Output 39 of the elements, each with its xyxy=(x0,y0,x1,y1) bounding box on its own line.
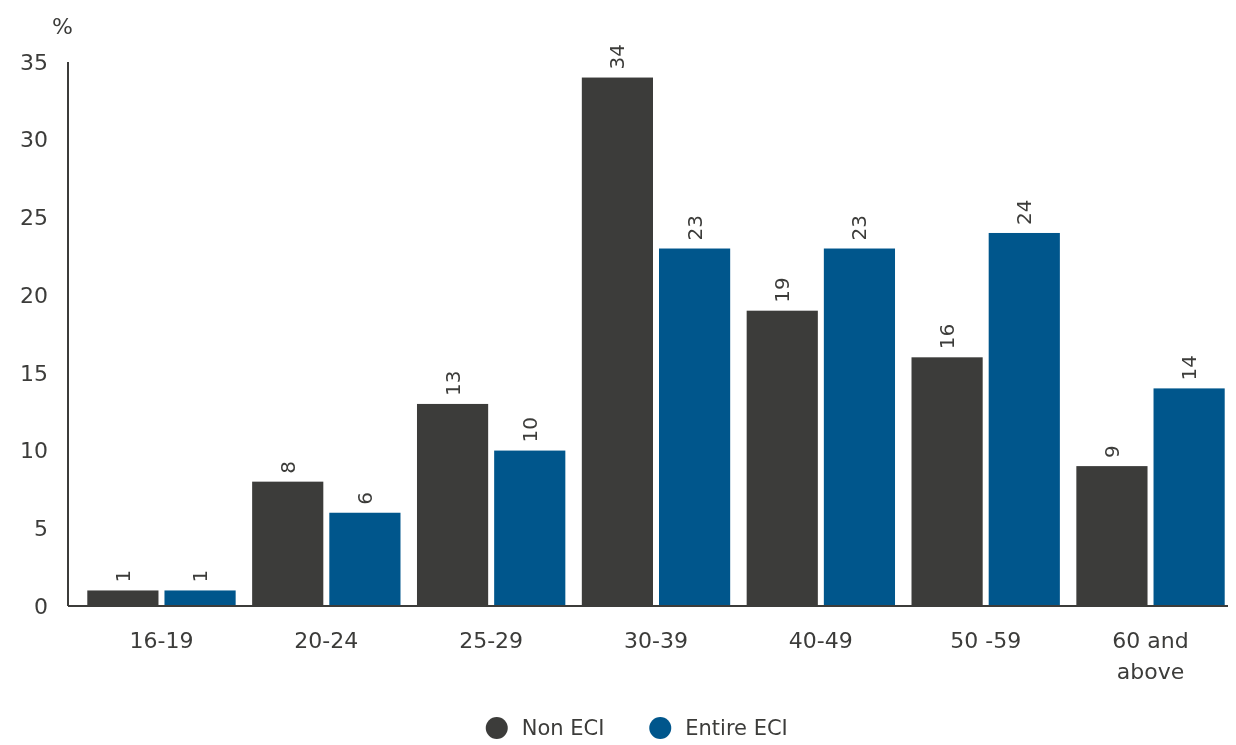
y-tick-label: 30 xyxy=(20,127,48,153)
legend-label: Entire ECI xyxy=(685,716,788,741)
y-tick-label: 0 xyxy=(34,593,48,619)
data-label: 10 xyxy=(517,417,542,443)
y-tick-label: 25 xyxy=(20,205,48,231)
x-tick-label: 20-24 xyxy=(294,628,359,653)
legend-label: Non ECI xyxy=(521,716,605,741)
bar xyxy=(494,450,566,606)
bar xyxy=(659,248,731,606)
data-label: 1 xyxy=(110,569,135,583)
data-label: 6 xyxy=(352,492,377,505)
bar xyxy=(988,232,1060,606)
data-label: 8 xyxy=(275,460,300,474)
bar xyxy=(1153,388,1225,606)
data-label: 14 xyxy=(1177,354,1202,381)
x-tick-label: 30-39 xyxy=(624,628,688,653)
x-tick-label: 60 and above xyxy=(1112,628,1189,684)
y-tick-label: 5 xyxy=(34,515,48,541)
bar xyxy=(164,590,236,606)
x-tick-label: 16-19 xyxy=(129,628,194,653)
y-tick-label: 10 xyxy=(20,438,48,464)
x-tick-label: 50 -59 xyxy=(950,628,1022,653)
data-label: 23 xyxy=(847,215,872,241)
bar xyxy=(329,512,401,606)
data-label: 19 xyxy=(770,277,795,303)
data-label: 1 xyxy=(188,569,213,583)
y-tick-label: 20 xyxy=(20,282,48,308)
data-label: 24 xyxy=(1012,199,1037,225)
x-tick-label: 40-49 xyxy=(788,628,853,653)
data-label: 16 xyxy=(935,323,960,350)
y-tick-label: 15 xyxy=(20,360,48,386)
data-label: 9 xyxy=(1099,445,1124,459)
data-label: 13 xyxy=(440,370,465,396)
data-label: 23 xyxy=(682,215,707,241)
x-tick-label: 25-29 xyxy=(459,628,524,653)
bar xyxy=(823,248,896,606)
y-tick-label: 35 xyxy=(20,49,48,75)
data-label: 34 xyxy=(605,44,630,70)
y-axis-title: % xyxy=(52,14,73,39)
